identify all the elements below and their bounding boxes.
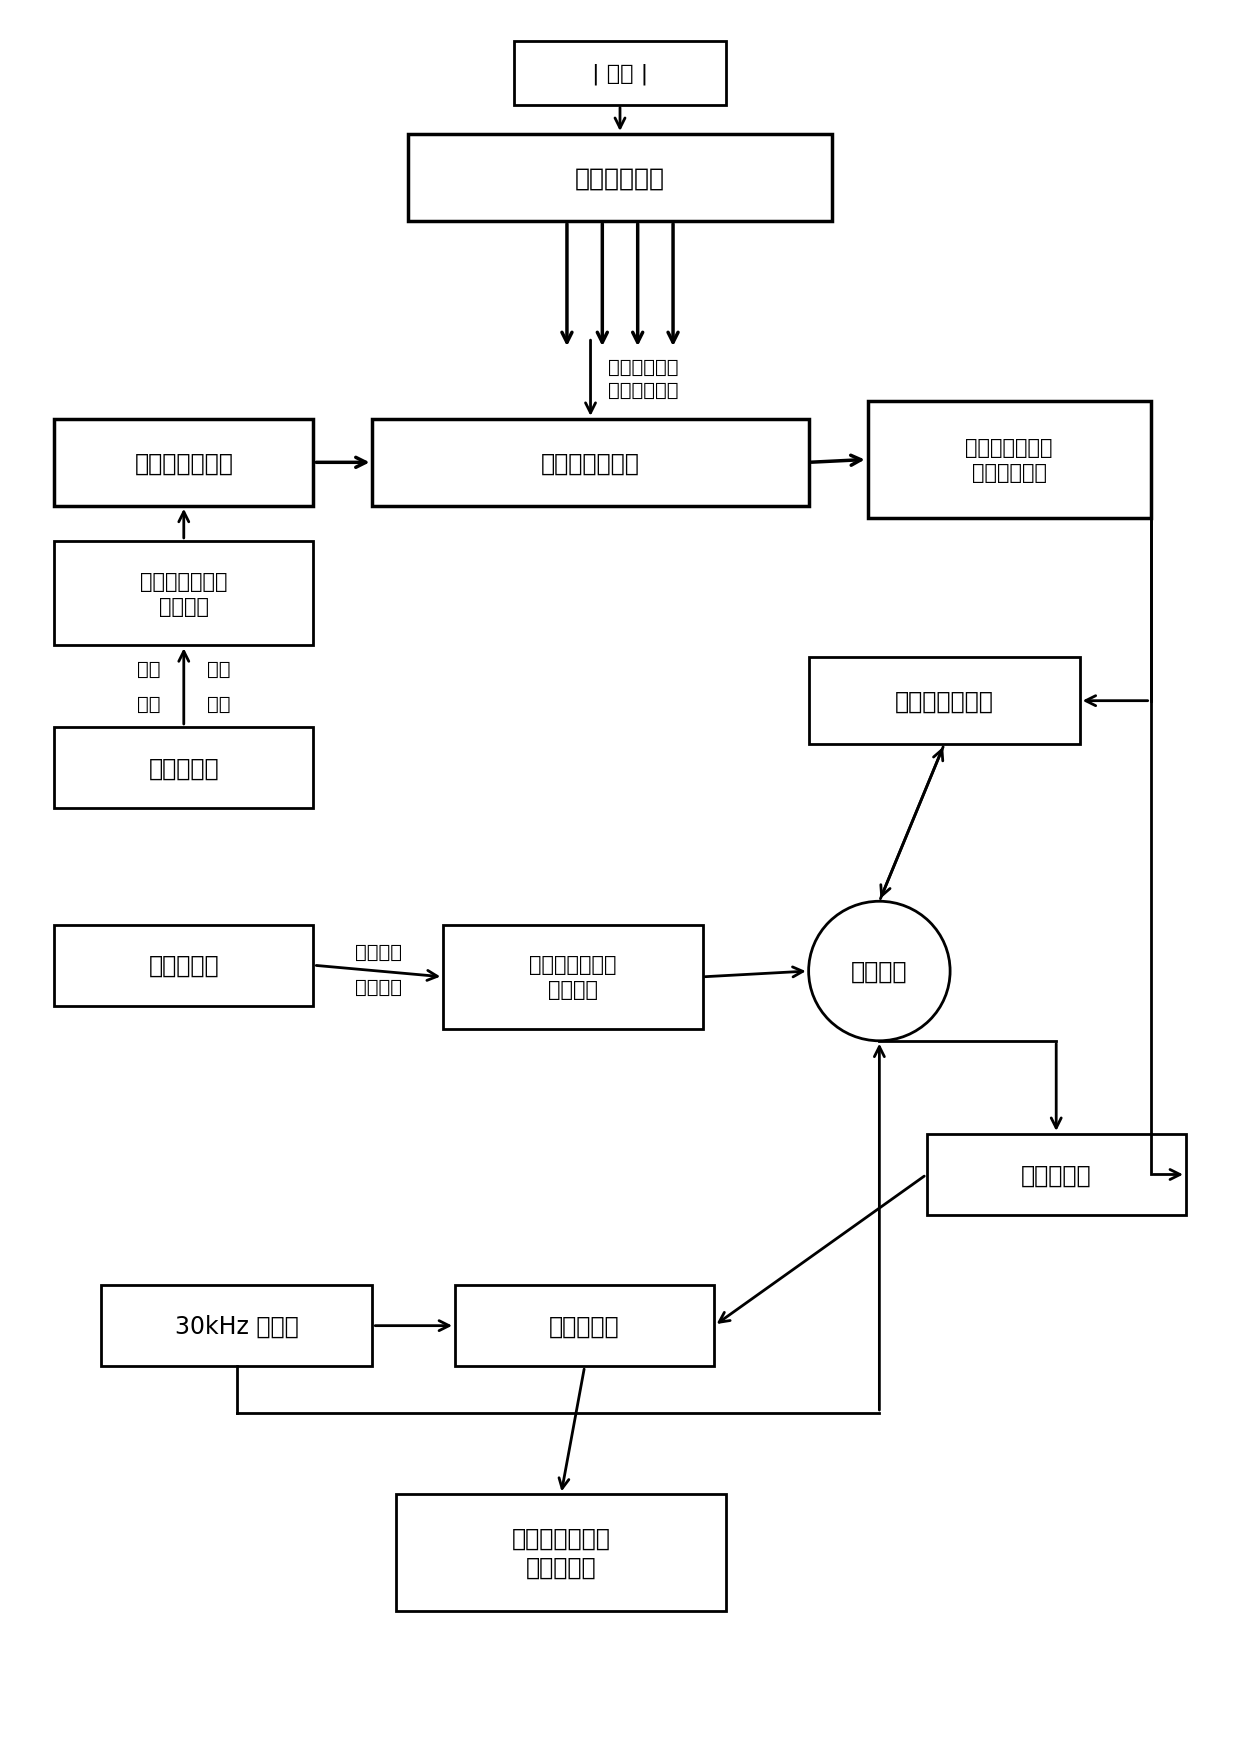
Bar — [396, 1495, 727, 1611]
Text: 激光: 激光 — [207, 694, 231, 713]
Text: 探测激光器: 探测激光器 — [149, 756, 219, 780]
Bar — [55, 420, 314, 506]
Text: 30kHz 方波源: 30kHz 方波源 — [175, 1314, 299, 1337]
Text: 矩形原子蒸汽腔: 矩形原子蒸汽腔 — [541, 452, 640, 474]
Text: 输出: 输出 — [136, 661, 160, 678]
Bar — [926, 1135, 1185, 1216]
Text: 柱面镜和凸透镜: 柱面镜和凸透镜 — [895, 689, 993, 713]
Text: 可调谐、窄带激
光滤波器: 可调谐、窄带激 光滤波器 — [140, 571, 227, 617]
Bar — [372, 420, 808, 506]
Text: 红色: 红色 — [136, 694, 160, 713]
Text: 可调谐、窄带激
光滤波器: 可调谐、窄带激 光滤波器 — [529, 954, 616, 1000]
Text: 输出蓝色: 输出蓝色 — [355, 942, 402, 961]
Bar — [443, 924, 703, 1030]
Text: | 天线 |: | 天线 | — [591, 63, 649, 84]
Text: 红色探测激光的
透射光谱图: 红色探测激光的 透射光谱图 — [512, 1525, 610, 1580]
Text: 穿过蒸汽腔后的
红色探测激光: 穿过蒸汽腔后的 红色探测激光 — [965, 437, 1053, 483]
Bar — [868, 402, 1151, 518]
Text: 耦合激光器: 耦合激光器 — [149, 954, 219, 977]
Bar — [102, 1284, 372, 1367]
Text: 光调制器: 光调制器 — [851, 959, 908, 984]
Text: 探测: 探测 — [207, 661, 231, 678]
Bar — [408, 135, 832, 221]
Bar — [808, 657, 1080, 745]
Text: 耦合激光: 耦合激光 — [355, 977, 402, 996]
Bar — [513, 42, 727, 105]
Text: 极弱辐射电场: 极弱辐射电场 — [575, 167, 665, 190]
Bar — [455, 1284, 714, 1367]
Bar — [55, 727, 314, 808]
Bar — [55, 924, 314, 1007]
Text: 矩形原子传感
器的法线方向: 矩形原子传感 器的法线方向 — [608, 358, 678, 401]
Text: 锁相放大器: 锁相放大器 — [549, 1314, 620, 1337]
Bar — [55, 541, 314, 647]
Text: 柱面镜和凸透镜: 柱面镜和凸透镜 — [134, 452, 233, 474]
Text: 光谱探测器: 光谱探测器 — [1021, 1163, 1091, 1186]
